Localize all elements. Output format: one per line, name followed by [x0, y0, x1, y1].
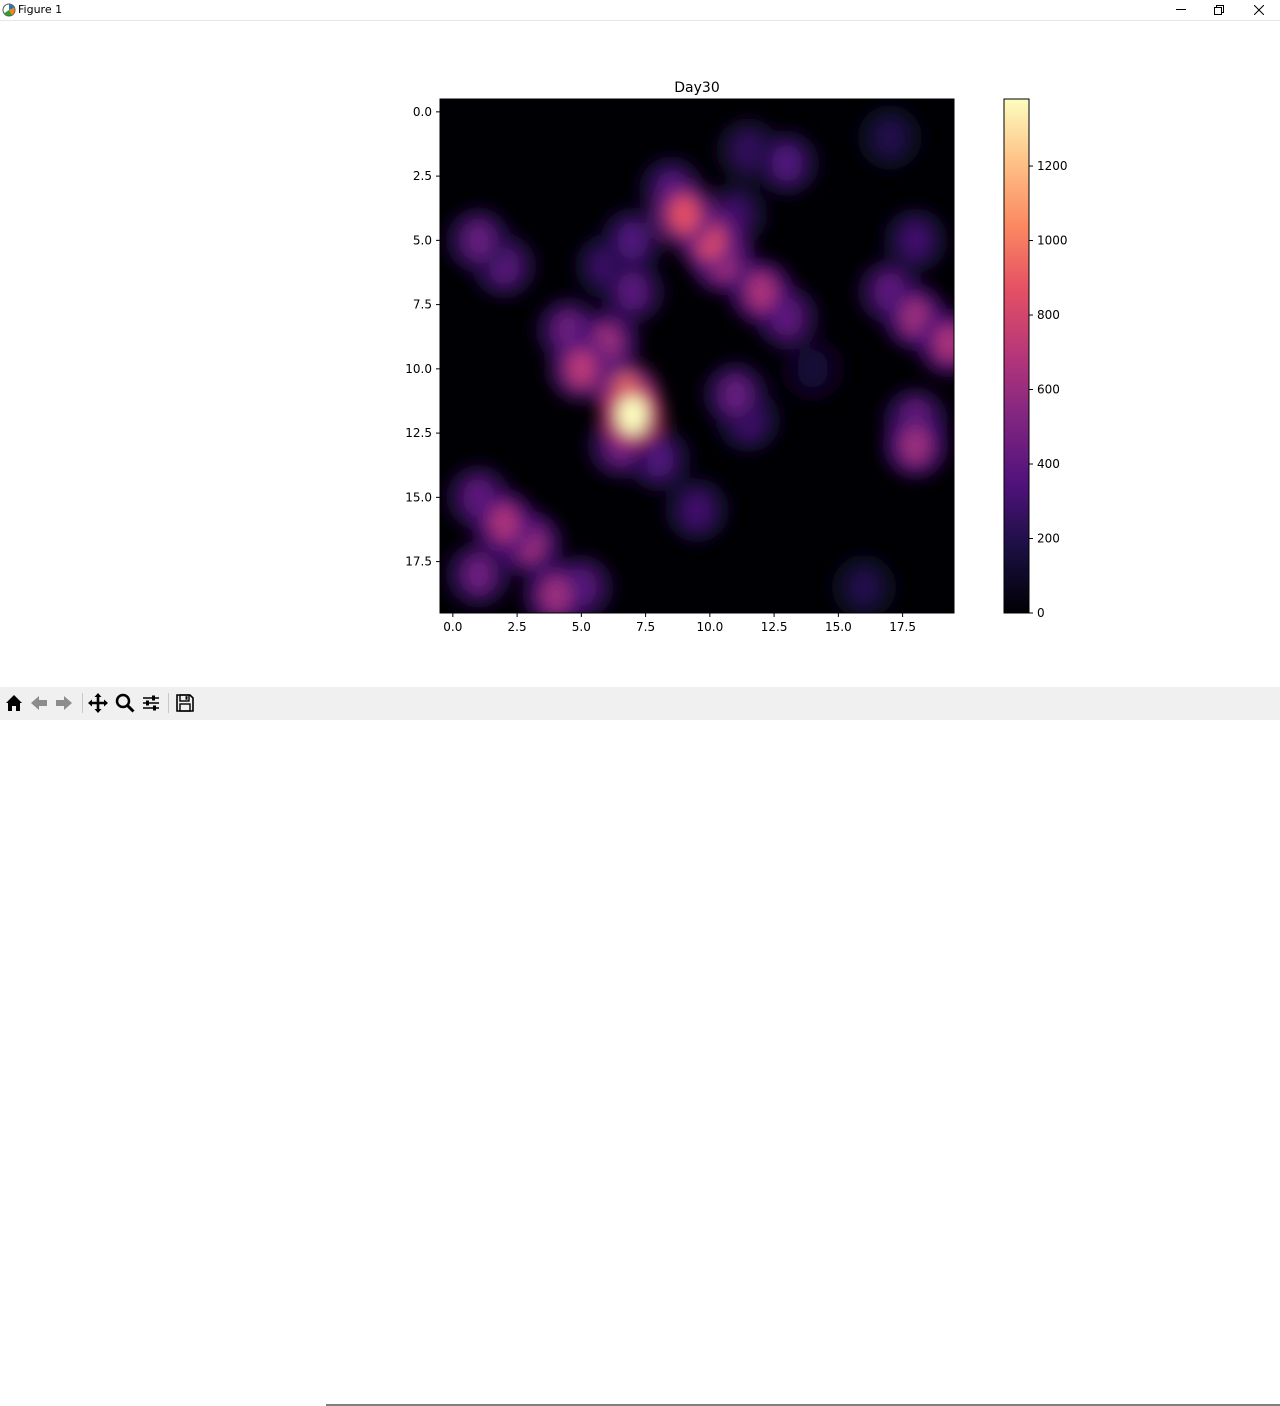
forward-arrow-icon[interactable] — [53, 692, 75, 714]
window-title: Figure 1 — [18, 3, 63, 16]
heatmap-cell — [933, 323, 954, 363]
title-bar: Figure 1 — [0, 0, 1280, 21]
tick-label: 0.0 — [413, 105, 432, 119]
tick-label: 10.0 — [696, 620, 723, 634]
heatmap-plot[interactable] — [440, 99, 981, 627]
heatmap-cell — [874, 118, 906, 157]
plot-frame — [439, 98, 955, 614]
heatmap-cell — [668, 195, 700, 234]
minimize-icon — [1176, 9, 1186, 10]
tick-label: 15.0 — [825, 620, 852, 634]
heatmap-cell — [565, 349, 597, 389]
minimize-button[interactable] — [1162, 0, 1200, 20]
tick-label: 1200 — [1037, 159, 1068, 173]
tick-label: 200 — [1037, 532, 1060, 546]
heatmap-cell — [900, 426, 931, 466]
heatmap-cell — [681, 490, 713, 530]
restore-button[interactable] — [1200, 0, 1238, 20]
tick-label: 7.5 — [413, 298, 432, 312]
matplotlib-icon — [2, 3, 16, 17]
tick-label: 400 — [1037, 457, 1060, 471]
tick-label: 1000 — [1037, 234, 1068, 248]
tick-label: 5.0 — [413, 233, 432, 247]
heatmap-cell — [900, 221, 931, 260]
heatmap-cell — [617, 221, 649, 260]
toolbar-separator — [168, 693, 169, 713]
heatmap-cell — [848, 568, 880, 607]
tick-label: 0.0 — [443, 620, 462, 634]
heatmap-cell — [720, 375, 751, 414]
x-axis: 0.0 2.5 5.0 7.5 10.0 12.5 15.0 17.5 — [443, 613, 916, 634]
zoom-icon[interactable] — [114, 692, 136, 714]
save-icon[interactable] — [174, 692, 196, 714]
heatmap-cell — [745, 272, 777, 312]
close-button[interactable] — [1240, 0, 1278, 20]
tick-label: 0 — [1037, 606, 1045, 620]
heatmap-cell — [463, 555, 494, 594]
chart-title: Day30 — [674, 80, 719, 96]
tick-label: 2.5 — [508, 620, 527, 634]
tick-label: 12.5 — [405, 426, 432, 440]
heatmap-cell — [463, 221, 494, 260]
colorbar-axis: 0 200 400 600 800 1000 1200 — [1029, 159, 1068, 620]
tick-label: 5.0 — [572, 620, 591, 634]
tick-label: 15.0 — [405, 490, 432, 504]
heatmap-cell — [617, 395, 649, 435]
colorbar — [1003, 98, 1030, 614]
heatmap-cell — [617, 272, 649, 312]
home-icon[interactable] — [3, 692, 25, 714]
tick-label: 600 — [1037, 383, 1060, 397]
y-axis: 0.0 2.5 5.0 7.5 10.0 12.5 15.0 17.5 — [405, 105, 440, 569]
tick-label: 7.5 — [636, 620, 655, 634]
tick-label: 17.5 — [889, 620, 916, 634]
tick-label: 12.5 — [761, 620, 788, 634]
back-arrow-icon[interactable] — [28, 692, 50, 714]
heatmap-cell — [771, 143, 803, 183]
heatmap-cell — [797, 349, 829, 389]
figure-canvas[interactable]: Day30 0.0 2.5 5.0 7.5 10.0 12.5 15.0 17.5 0.0 2.… — [0, 21, 1280, 687]
restore-icon — [1214, 5, 1224, 15]
toolbar-separator — [82, 693, 83, 713]
heatmap-cell — [540, 575, 572, 613]
tick-label: 17.5 — [405, 555, 432, 569]
pan-icon[interactable] — [87, 692, 109, 714]
navigation-toolbar — [0, 687, 1280, 1406]
configure-icon[interactable] — [140, 692, 162, 714]
tick-label: 10.0 — [405, 362, 432, 376]
tick-label: 800 — [1037, 308, 1060, 322]
tick-label: 2.5 — [413, 169, 432, 183]
close-icon — [1254, 5, 1264, 15]
heatmap-cell — [488, 503, 520, 543]
